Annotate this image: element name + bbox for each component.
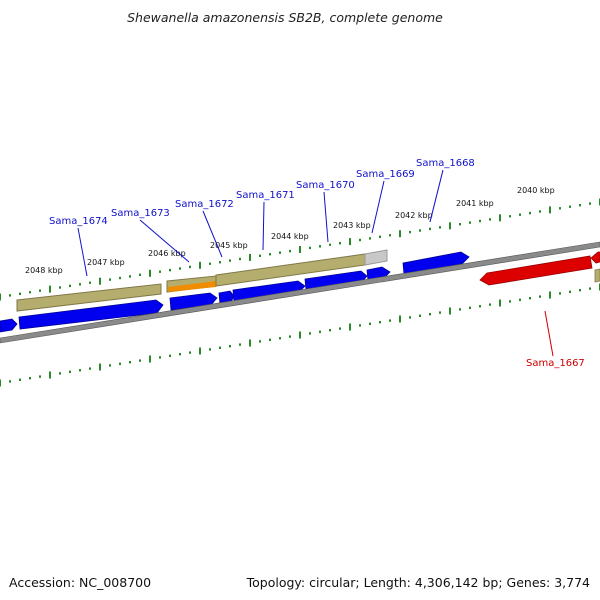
tick-label: 2045 kbp bbox=[210, 241, 248, 250]
tick-label: 2044 kbp bbox=[271, 232, 309, 241]
gene-label-sama-1668[interactable]: Sama_1668 bbox=[416, 158, 475, 169]
tick-label: 2041 kbp bbox=[456, 199, 494, 208]
gene-label-sama-1667[interactable]: Sama_1667 bbox=[526, 358, 585, 369]
tick-label: 2043 kbp bbox=[333, 221, 371, 230]
feature-band bbox=[16, 249, 388, 312]
gene-arrow-reverse[interactable] bbox=[590, 251, 600, 264]
tick-label: 2048 kbp bbox=[25, 266, 63, 275]
scale-labels: 2040 kbp 2041 kbp 2042 kbp 2043 kbp 2044… bbox=[25, 186, 555, 275]
gene-arrow-forward[interactable] bbox=[18, 299, 164, 330]
gene-arrow-forward[interactable] bbox=[402, 251, 470, 275]
pseudo-feature[interactable] bbox=[364, 249, 388, 266]
tick-label: 2047 kbp bbox=[87, 258, 125, 267]
gene-labels: Sama_1668 Sama_1669 Sama_1670 Sama_1671 … bbox=[49, 158, 585, 369]
outer-scale-track bbox=[0, 198, 600, 301]
gene-label-sama-1671[interactable]: Sama_1671 bbox=[236, 190, 295, 201]
rna-feature[interactable] bbox=[594, 268, 600, 283]
genome-backbone bbox=[0, 241, 600, 344]
gene-arrow-forward[interactable] bbox=[304, 270, 368, 291]
inner-scale-track bbox=[0, 283, 600, 387]
accession-text: Accession: NC_008700 bbox=[9, 575, 152, 590]
gene-label-sama-1669[interactable]: Sama_1669 bbox=[356, 169, 415, 180]
gene-label-sama-1673[interactable]: Sama_1673 bbox=[111, 208, 170, 219]
reverse-genes-track bbox=[479, 251, 600, 286]
gene-arrow-forward[interactable] bbox=[0, 318, 18, 333]
tick-label: 2046 kbp bbox=[148, 249, 186, 258]
gene-label-sama-1672[interactable]: Sama_1672 bbox=[175, 199, 234, 210]
genome-stats-text: Topology: circular; Length: 4,306,142 bp… bbox=[246, 575, 590, 590]
gene-arrow-forward[interactable] bbox=[232, 280, 306, 303]
forward-genes-track bbox=[0, 251, 470, 333]
gene-arrow-forward[interactable] bbox=[218, 290, 235, 305]
label-leaders bbox=[77, 169, 554, 357]
tick-label: 2042 kbp bbox=[395, 211, 433, 220]
gene-arrow-forward[interactable] bbox=[169, 292, 218, 311]
rna-feature[interactable] bbox=[16, 283, 162, 312]
highlight-feature[interactable] bbox=[168, 281, 216, 292]
tick-label: 2040 kbp bbox=[517, 186, 555, 195]
gene-label-sama-1674[interactable]: Sama_1674 bbox=[49, 216, 108, 227]
map-title: Shewanella amazonensis SB2B, complete ge… bbox=[127, 10, 443, 25]
gene-arrow-reverse[interactable] bbox=[479, 255, 593, 286]
gene-label-sama-1670[interactable]: Sama_1670 bbox=[296, 180, 355, 191]
